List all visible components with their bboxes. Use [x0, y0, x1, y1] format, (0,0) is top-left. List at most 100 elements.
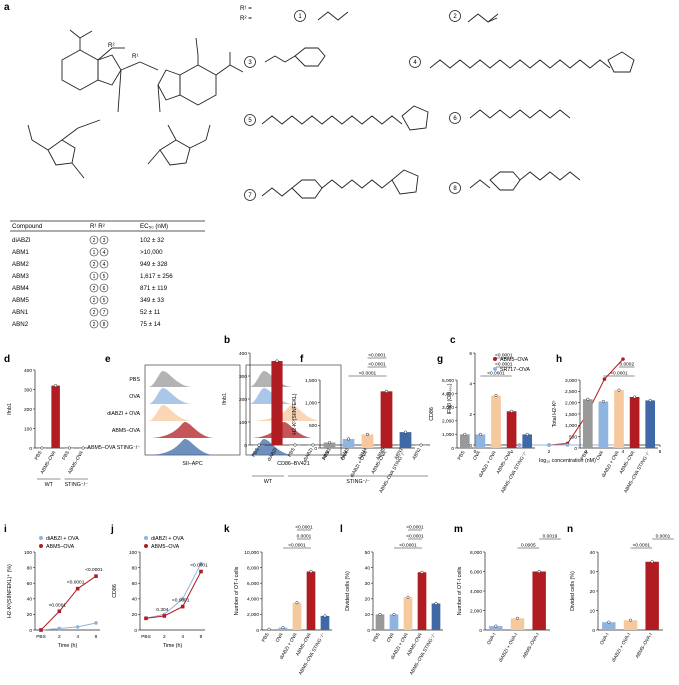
x-tick-label: ABM1	[321, 447, 333, 462]
chart-h: 0 500 1,000 1,500 2,000 2,500 3,000 Total H2-Kᵇ…	[552, 362, 658, 494]
series-point	[39, 628, 43, 632]
x-tick-label: ABM4	[357, 447, 369, 462]
histogram-curve	[148, 439, 215, 455]
p-value: <0.0001	[399, 543, 417, 549]
y-tick-label: 40	[365, 565, 371, 571]
table-cell-compound: ABM2	[12, 261, 29, 268]
bar-l	[389, 614, 399, 630]
x-axis-label: log₁₀ concentration (nM)	[539, 458, 596, 464]
bar-point	[525, 432, 529, 436]
bar-h	[645, 400, 656, 448]
chart-i: 0 20 40 60 80 100 H2-Kᵇ(SIINFEKL)⁺ (%) PBS 2 4 8 Ti…	[7, 536, 103, 649]
y-tick-label: 0	[574, 446, 577, 452]
table-cell-r: 8	[103, 322, 106, 328]
y-tick-label: 2,000	[247, 612, 259, 618]
panel-letter-j: j	[110, 524, 114, 535]
y-tick-label: 400	[24, 368, 32, 374]
bar-f	[361, 434, 374, 448]
p-value: <0.0001	[67, 580, 85, 586]
bar-f	[380, 391, 393, 448]
table-cell-compound: ABN2	[12, 321, 29, 328]
substituent-number-1: 1	[298, 14, 302, 20]
bar-point	[586, 397, 590, 401]
bar-h	[582, 399, 593, 448]
substituent-number-4: 4	[413, 60, 417, 66]
y-tick-label: 6,000	[247, 581, 259, 587]
bar-point	[293, 443, 297, 447]
bar-point	[311, 443, 315, 447]
y-tick-label: 20	[365, 597, 371, 603]
y-tick-label: 300	[239, 374, 247, 380]
y-tick-label: 0	[29, 628, 32, 634]
y-axis-label: CD86	[429, 407, 435, 421]
y-tick-label: 0	[367, 628, 370, 634]
panel-letter-d: d	[4, 354, 10, 365]
table-cell-ec50: 871 ± 119	[140, 285, 168, 292]
y-tick-label: 400	[239, 351, 247, 357]
table-cell-r: 2	[93, 286, 96, 292]
x-tick-label: 4	[181, 634, 184, 640]
table-cell-r: 1	[93, 250, 96, 256]
panel-letter-e: e	[105, 354, 111, 365]
series-line	[40, 622, 97, 631]
r-mol-label: R²	[108, 42, 115, 49]
histogram-curve	[148, 422, 215, 438]
panel-letter-g: g	[437, 354, 443, 365]
series-point	[517, 443, 522, 447]
bar-point	[463, 432, 467, 436]
p-value: <0.0001	[406, 534, 424, 540]
bar-g	[506, 411, 517, 448]
bar-point	[420, 570, 424, 574]
bar-point	[346, 437, 351, 441]
panel-letter-n: n	[567, 524, 573, 535]
bar-point	[327, 441, 332, 445]
bar-point	[628, 618, 633, 622]
x-tick-label: OVA	[595, 449, 605, 461]
table-circle	[99, 307, 109, 317]
y-axis-label: Divided cells (%)	[570, 571, 576, 611]
r1-mol-label: R¹	[132, 53, 139, 60]
substituent-circle-4	[409, 56, 421, 68]
bar-b	[271, 361, 283, 445]
table-cell-r: 2	[93, 322, 96, 328]
bar-g	[475, 434, 486, 448]
table-cell-ec50: 102 ± 32	[140, 237, 165, 244]
y-axis-label: H2-Kᵇ(SIINFEKL)⁺ (%)	[7, 564, 13, 618]
table-circle	[99, 259, 109, 269]
legend-marker	[144, 544, 148, 548]
x-tick-label: ABM5	[375, 447, 387, 462]
substituent-circle-7	[244, 189, 256, 201]
x-tick-label: OVA	[386, 631, 396, 643]
p-value: <0.0001	[49, 602, 67, 608]
panel-letter-i: i	[4, 524, 7, 535]
bar-l	[417, 572, 427, 630]
p-value: 0.0005	[521, 543, 536, 549]
y-tick-label: 6	[469, 351, 472, 357]
substituent-circle-6	[449, 112, 461, 124]
bar-n	[602, 622, 616, 630]
bar-h	[629, 397, 640, 448]
group-label: WT	[45, 482, 54, 488]
table-circle	[89, 283, 99, 293]
p-value: 0.0019	[543, 534, 558, 540]
series-point	[94, 621, 98, 625]
bar-point	[419, 443, 423, 447]
bar-point	[295, 601, 299, 605]
y-tick-label: 2,000	[470, 608, 482, 614]
series-point	[180, 597, 185, 601]
bar-point	[648, 398, 652, 402]
p-value: <0.0001	[368, 362, 386, 368]
p-value: <0.0001	[633, 543, 651, 549]
x-tick-label: 4	[76, 634, 79, 640]
y-tick-label: 300	[24, 387, 32, 393]
bar-point	[494, 394, 498, 398]
p-value: <0.0001	[172, 598, 190, 604]
table-cell-r: 7	[103, 310, 106, 316]
panel-e-histograms: PBS OVA diABZI + OVA ABM5–OVA ABM5–OVA STING…	[87, 364, 342, 467]
bar-point	[40, 446, 44, 450]
histogram-legend: PBS	[129, 377, 140, 383]
p-value: <0.0001	[610, 371, 628, 377]
bar-point	[478, 432, 482, 436]
panel-letter-l: l	[340, 524, 343, 535]
